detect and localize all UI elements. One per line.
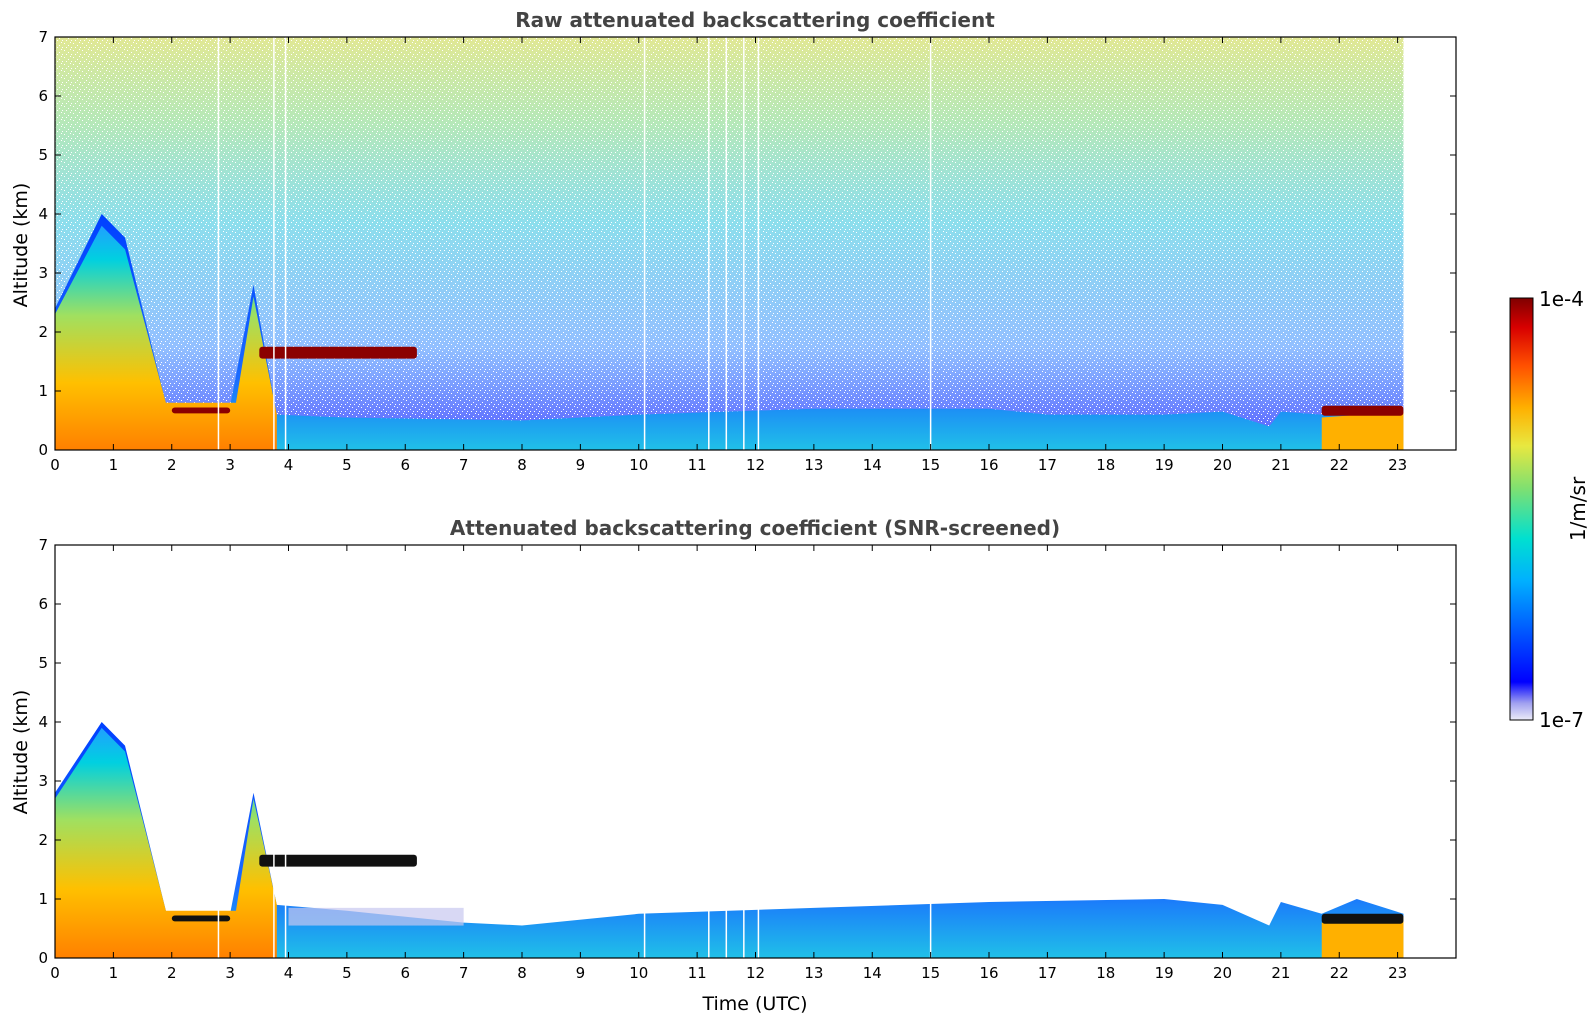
x-tick-label: 11 [688,964,707,982]
heatmap-area [55,37,1404,450]
x-tick-label: 17 [1038,964,1057,982]
x-axis-ticks: 0 1 2 3 4 5 6 7 8 9 10 11 12 13 14 15 16 17 18 19 20 21 22 23 [50,545,1407,982]
x-tick-label: 7 [459,456,469,474]
x-tick-label: 19 [1155,456,1174,474]
y-tick-label: 5 [38,146,48,164]
y-tick-label: 7 [38,536,48,554]
heatmap-layers [55,545,1404,958]
y-tick-label: 7 [38,28,48,46]
y-tick-label: 3 [38,772,48,790]
y-tick-label: 1 [38,890,48,908]
cloud-layer [259,346,417,359]
heatmap-area [55,545,1404,958]
aerosol-late [1321,916,1404,958]
raw-backscatter-panel: Raw attenuated backscattering coefficien… [10,8,1457,474]
x-tick-label: 21 [1271,964,1290,982]
x-tick-label: 23 [1388,964,1407,982]
y-tick-label: 4 [38,205,48,223]
x-tick-label: 10 [629,456,648,474]
x-tick-label: 5 [342,456,352,474]
x-tick-label: 17 [1038,456,1057,474]
x-tick-label: 12 [746,456,765,474]
x-tick-label: 2 [167,456,177,474]
y-axis-ticks: 0 1 2 3 4 5 6 7 [38,536,1456,967]
snr-screened-panel: Attenuated backscattering coefficient (S… [10,516,1457,1015]
x-tick-label: 18 [1096,456,1115,474]
colorbar-unit-label: 1/m/sr [1566,476,1590,541]
y-tick-label: 5 [38,654,48,672]
x-tick-label: 12 [746,964,765,982]
colorbar-gradient [1509,297,1534,721]
x-axis-ticks: 0 1 2 3 4 5 6 7 8 9 10 11 12 13 14 15 16 17 18 19 20 21 22 23 [50,37,1407,474]
x-tick-label: 16 [979,964,998,982]
x-tick-label: 21 [1271,456,1290,474]
x-tick-label: 15 [921,456,940,474]
x-tick-label: 1 [109,964,119,982]
y-axis-ticks: 0 1 2 3 4 5 6 7 [38,28,1456,459]
x-tick-label: 19 [1155,964,1174,982]
x-tick-label: 8 [517,964,527,982]
x-tick-label: 2 [167,964,177,982]
x-tick-label: 4 [284,964,294,982]
x-tick-label: 13 [804,456,823,474]
y-tick-label: 1 [38,382,48,400]
x-tick-label: 0 [50,964,60,982]
y-axis-label: Altitude (km) [10,183,32,308]
x-tick-label: 14 [863,964,882,982]
y-tick-label: 2 [38,831,48,849]
colorbar-max-label: 1e-4 [1539,287,1584,311]
x-tick-label: 16 [979,456,998,474]
y-tick-label: 2 [38,323,48,341]
y-tick-label: 0 [38,949,48,967]
x-axis-label: Time (UTC) [701,993,807,1015]
x-tick-label: 22 [1330,456,1349,474]
x-tick-label: 15 [921,964,940,982]
cloud-layer [1321,405,1404,416]
y-tick-label: 3 [38,264,48,282]
y-axis-label: Altitude (km) [10,690,32,815]
x-tick-label: 13 [804,964,823,982]
heatmap-layers [55,37,1404,450]
x-tick-label: 14 [863,456,882,474]
cloud-layer [1321,913,1404,924]
x-tick-label: 6 [400,456,410,474]
x-tick-label: 10 [629,964,648,982]
y-tick-label: 6 [38,595,48,613]
x-tick-label: 22 [1330,964,1349,982]
x-tick-label: 18 [1096,964,1115,982]
cloud-layer [171,915,231,922]
x-tick-label: 20 [1213,456,1232,474]
aerosol-late [1321,411,1404,450]
x-tick-label: 3 [225,964,235,982]
x-tick-label: 23 [1388,456,1407,474]
cloud-layer [171,407,231,414]
aerosol-plume [55,225,277,450]
colorbar-min-label: 1e-7 [1539,708,1584,732]
x-tick-label: 8 [517,456,527,474]
x-tick-label: 20 [1213,964,1232,982]
x-tick-label: 5 [342,964,352,982]
aerosol-plume [55,727,277,958]
x-tick-label: 11 [688,456,707,474]
chart-title: Raw attenuated backscattering coefficien… [515,8,995,32]
x-tick-label: 6 [400,964,410,982]
x-tick-label: 9 [576,964,586,982]
x-tick-label: 3 [225,456,235,474]
x-tick-label: 0 [50,456,60,474]
y-tick-label: 4 [38,713,48,731]
chart-title: Attenuated backscattering coefficient (S… [450,516,1060,540]
x-tick-label: 7 [459,964,469,982]
colorbar: 1e-4 1e-7 1/m/sr [1509,287,1590,732]
y-tick-label: 0 [38,441,48,459]
y-tick-label: 6 [38,87,48,105]
noise-speckle [55,37,1404,450]
cloud-layer [259,854,417,867]
x-tick-label: 4 [284,456,294,474]
x-tick-label: 1 [109,456,119,474]
screened-haze [288,907,464,926]
x-tick-label: 9 [576,456,586,474]
